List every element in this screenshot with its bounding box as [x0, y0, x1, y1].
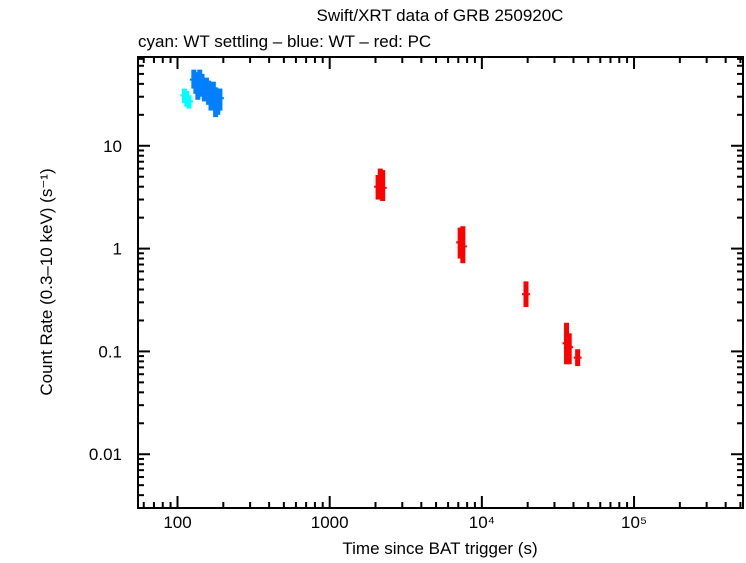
y-tick-label: 10: [103, 137, 122, 156]
y-axis-label: Count Rate (0.3–10 keV) (s⁻¹): [37, 168, 56, 395]
x-tick-label: 10⁴: [469, 513, 495, 532]
x-tick-label: 100: [163, 513, 191, 532]
y-tick-label: 1: [113, 240, 122, 259]
x-axis-label: Time since BAT trigger (s): [342, 539, 537, 558]
x-tick-label: 10⁵: [621, 513, 647, 532]
plot-frame: [137, 56, 744, 509]
y-tick-label: 0.1: [98, 342, 122, 361]
data-point-errorbar: [217, 88, 223, 111]
data-point-errorbar: [380, 170, 386, 202]
chart-title: Swift/XRT data of GRB 250920C: [317, 6, 564, 25]
x-tick-label: 1000: [311, 513, 349, 532]
chart-subtitle: cyan: WT settling – blue: WT – red: PC: [138, 32, 431, 51]
data-point-errorbar: [566, 333, 572, 365]
data-point-errorbar: [460, 226, 466, 264]
y-tick-label: 0.01: [89, 445, 122, 464]
